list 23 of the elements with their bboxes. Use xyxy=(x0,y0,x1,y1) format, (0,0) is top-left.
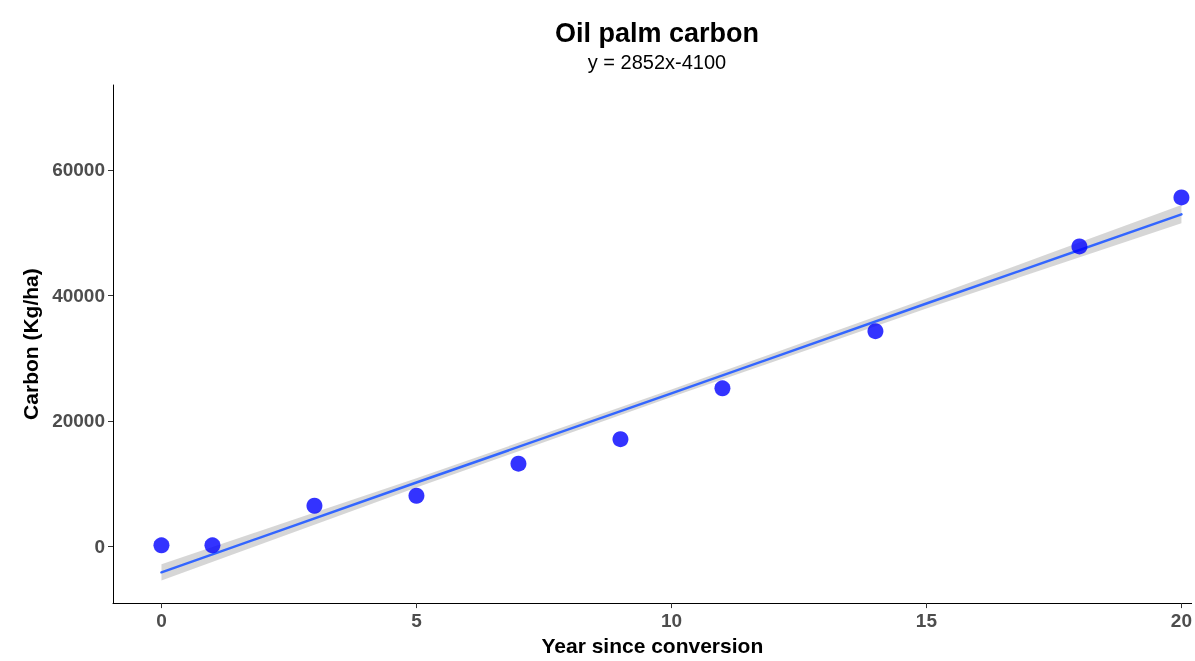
x-tick-label: 0 xyxy=(156,610,167,632)
x-tick-label: 15 xyxy=(915,610,938,632)
point xyxy=(1071,238,1088,255)
point xyxy=(408,487,425,504)
x-tick-label: 20 xyxy=(1170,610,1192,632)
x-tick-label: 5 xyxy=(411,610,423,632)
chart-subtitle: y = 2852x-4100 xyxy=(587,51,727,73)
x-axis-title: Year since conversion xyxy=(541,634,764,657)
y-tick-label: 60000 xyxy=(52,159,105,181)
point xyxy=(510,455,527,472)
y-tick-label: 20000 xyxy=(52,410,105,432)
point xyxy=(306,497,323,514)
chart-title: Oil palm carbon xyxy=(554,17,760,48)
point xyxy=(714,380,731,397)
point xyxy=(867,323,884,340)
y-tick-label: 0 xyxy=(94,536,105,558)
y-tick-label: 40000 xyxy=(52,284,105,306)
point xyxy=(204,537,221,554)
point xyxy=(612,431,629,448)
x-tick-label: 10 xyxy=(660,610,683,632)
point xyxy=(1173,189,1190,206)
y-axis-title: Carbon (Kg/ha) xyxy=(19,268,43,420)
point xyxy=(153,537,170,554)
